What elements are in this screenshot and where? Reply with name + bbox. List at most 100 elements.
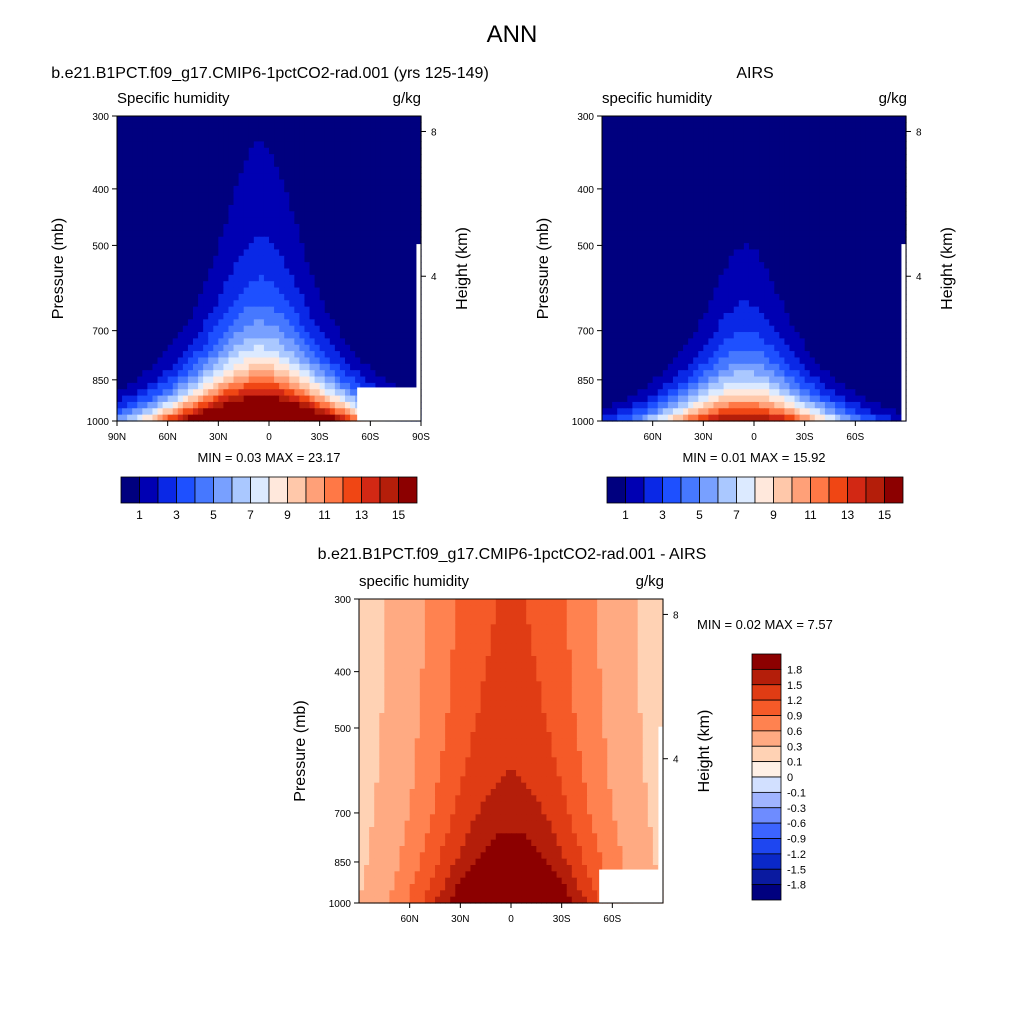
contour-cell	[718, 166, 725, 174]
contour-cell	[622, 243, 628, 251]
contour-cell	[263, 179, 270, 187]
contour-cell	[860, 224, 867, 231]
contour-cell	[865, 300, 872, 308]
contour-cell	[759, 262, 765, 270]
contour-cell	[602, 154, 608, 162]
contour-cell	[723, 236, 730, 244]
contour-cell	[405, 116, 412, 123]
contour-cell	[339, 389, 346, 397]
contour-cell	[667, 204, 674, 212]
contour-cell	[289, 141, 295, 149]
contour-cell	[754, 236, 760, 244]
contour-cell	[662, 224, 669, 231]
contour-cell	[203, 192, 209, 200]
contour-cell	[304, 319, 311, 327]
contour-cell	[622, 217, 628, 225]
contour-cell	[400, 230, 407, 238]
contour-cell	[324, 287, 331, 295]
contour-cell	[147, 287, 154, 295]
contour-cell	[880, 154, 887, 162]
contour-cell	[840, 154, 846, 162]
contour-cell	[784, 325, 791, 333]
contour-cell	[693, 122, 699, 130]
contour-cell	[162, 293, 169, 301]
contour-cell	[385, 338, 392, 346]
y2-tick-label: 4	[431, 272, 437, 283]
contour-cell	[738, 135, 745, 143]
contour-cell	[814, 262, 821, 270]
contour-fill	[117, 116, 422, 422]
contour-cell	[228, 370, 235, 378]
contour-cell	[223, 154, 230, 162]
contour-cell	[274, 268, 280, 276]
contour-cell	[723, 141, 730, 149]
contour-cell	[243, 287, 250, 295]
contour-cell	[228, 243, 235, 251]
contour-cell	[137, 401, 143, 409]
contour-cell	[390, 224, 397, 231]
contour-cell	[840, 281, 846, 289]
contour-cell	[657, 319, 664, 327]
contour-cell	[738, 122, 745, 130]
contour-cell	[683, 249, 689, 257]
contour-cell	[284, 230, 290, 238]
x-tick-label: 30N	[209, 432, 227, 443]
contour-cell	[299, 376, 306, 384]
contour-cell	[900, 236, 907, 244]
contour-cell	[127, 370, 133, 378]
contour-cell	[248, 128, 255, 136]
contour-cell	[213, 344, 219, 352]
contour-cell	[319, 306, 326, 314]
contour-cell	[390, 287, 397, 295]
contour-cell	[804, 281, 811, 289]
contour-cell	[294, 179, 300, 187]
contour-cell	[360, 185, 366, 193]
contour-cell	[809, 135, 816, 143]
contour-cell	[885, 204, 892, 212]
contour-cell	[804, 293, 811, 301]
contour-cell	[193, 319, 199, 327]
contour-cell	[117, 389, 123, 397]
contour-cell	[253, 217, 260, 225]
contour-cell	[814, 122, 821, 130]
contour-cell	[764, 230, 770, 238]
contour-cell	[279, 338, 285, 346]
contour-cell	[167, 319, 174, 327]
contour-cell	[652, 274, 659, 282]
contour-cell	[743, 211, 750, 219]
contour-cell	[779, 243, 785, 251]
contour-cell	[830, 319, 836, 327]
contour-cell	[248, 192, 255, 200]
contour-cell	[405, 192, 412, 200]
contour-cell	[269, 363, 275, 371]
contour-cell	[814, 185, 821, 193]
contour-cell	[713, 217, 720, 225]
contour-cell	[708, 268, 715, 276]
contour-cell	[799, 230, 806, 238]
contour-cell	[743, 141, 750, 149]
contour-cell	[860, 128, 867, 136]
contour-cell	[405, 344, 412, 352]
contour-cell	[723, 185, 730, 193]
colorbar-label: 9	[284, 508, 291, 522]
contour-cell	[637, 319, 644, 327]
contour-cell	[258, 122, 265, 130]
contour-cell	[602, 262, 608, 270]
contour-cell	[162, 249, 169, 257]
contour-cell	[213, 116, 219, 123]
contour-cell	[405, 224, 412, 231]
contour-cell	[147, 192, 154, 200]
contour-cell	[733, 287, 740, 295]
contour-cell	[860, 154, 867, 162]
contour-cell	[355, 325, 361, 333]
contour-cell	[390, 281, 397, 289]
contour-cell	[794, 262, 801, 270]
contour-cell	[845, 319, 851, 327]
contour-cell	[274, 236, 280, 244]
contour-cell	[657, 281, 664, 289]
contour-cell	[667, 293, 674, 301]
contour-cell	[860, 312, 867, 320]
contour-cell	[137, 408, 143, 416]
contour-cell	[683, 135, 689, 143]
contour-cell	[314, 414, 321, 422]
